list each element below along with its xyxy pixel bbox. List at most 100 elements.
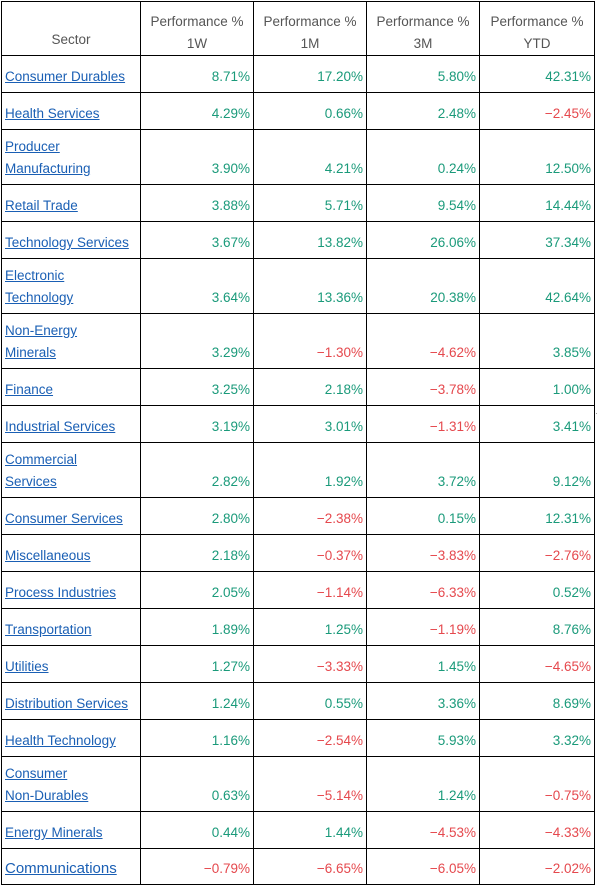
perf-1w-cell: 3.25% (140, 368, 254, 406)
sector-cell: Technology Services (1, 221, 141, 259)
table-row: Health Services 4.29% 0.66% 2.48% −2.45% (1, 92, 595, 130)
sector-cell: Non-Energy Minerals (1, 313, 141, 369)
table-body: Consumer Durables 8.71% 17.20% 5.80% 42.31% H… (1, 55, 595, 885)
sector-cell: Health Technology (1, 719, 141, 757)
sector-link[interactable]: Producer (5, 139, 60, 154)
sector-link[interactable]: Technology Services (5, 235, 129, 250)
perf-ytd-cell: −4.65% (479, 645, 595, 683)
sector-link[interactable]: Health Services (5, 106, 100, 121)
sector-link[interactable]: Communications (5, 860, 117, 877)
sector-link[interactable]: Commercial (5, 452, 78, 467)
header-perf-1w-title: Performance % (150, 14, 244, 29)
perf-ytd-cell: 12.31% (479, 497, 595, 535)
sector-cell: Consumer Non-Durables (1, 756, 141, 812)
perf-1w-cell: 1.89% (140, 608, 254, 646)
perf-1m-cell: 13.36% (253, 258, 367, 314)
table-row: Communications −0.79% −6.65% −6.05% −2.02% (1, 848, 595, 885)
table-row: Transportation 1.89% 1.25% −1.19% 8.76% (1, 608, 595, 646)
sector-cell: Utilities (1, 645, 141, 683)
perf-1m-cell: 1.92% (253, 442, 367, 498)
sector-link[interactable]: Non-Energy (5, 323, 78, 338)
header-perf-3m: Performance % 3M (366, 1, 480, 56)
perf-1w-cell: 3.19% (140, 405, 254, 443)
sector-link[interactable]: Health Technology (5, 733, 116, 748)
sector-cell: Transportation (1, 608, 141, 646)
sector-link[interactable]: Process Industries (5, 585, 117, 600)
perf-3m-cell: 9.54% (366, 184, 480, 222)
perf-1m-cell: −1.30% (253, 313, 367, 369)
table-row: Consumer Non-Durables 0.63% −5.14% 1.24% −0.7… (1, 756, 595, 812)
sector-link[interactable]: Miscellaneous (5, 548, 91, 563)
sector-link[interactable]: Consumer Services (5, 511, 123, 526)
header-perf-ytd: Performance % YTD (479, 1, 595, 56)
header-perf-1w: Performance % 1W (140, 1, 254, 56)
sector-link[interactable]: Transportation (5, 622, 92, 637)
perf-1w-cell: 2.80% (140, 497, 254, 535)
perf-1m-cell: −3.33% (253, 645, 367, 683)
perf-3m-cell: 2.48% (366, 92, 480, 130)
sector-link[interactable]: Non-Durables (5, 788, 89, 803)
perf-1w-cell: 3.67% (140, 221, 254, 259)
perf-3m-cell: −6.33% (366, 571, 480, 609)
table-row: Industrial Services 3.19% 3.01% −1.31% 3.41% (1, 405, 595, 443)
perf-1m-cell: −2.38% (253, 497, 367, 535)
header-perf-ytd-period: YTD (523, 36, 551, 51)
table-row: Finance 3.25% 2.18% −3.78% 1.00% (1, 368, 595, 406)
sector-cell: Consumer Services (1, 497, 141, 535)
sector-link[interactable]: Technology (5, 290, 74, 305)
sector-cell: Finance (1, 368, 141, 406)
table-row: Miscellaneous 2.18% −0.37% −3.83% −2.76% (1, 534, 595, 572)
perf-1m-cell: 4.21% (253, 129, 367, 185)
sector-cell: Distribution Services (1, 682, 141, 720)
header-perf-1m-period: 1M (300, 36, 320, 51)
perf-1w-cell: −0.79% (140, 848, 254, 885)
perf-1m-cell: −1.14% (253, 571, 367, 609)
sector-link[interactable]: Retail Trade (5, 198, 78, 213)
table-row: Producer Manufacturing 3.90% 4.21% 0.24% 12.5… (1, 129, 595, 185)
perf-ytd-cell: 14.44% (479, 184, 595, 222)
perf-1m-cell: 2.18% (253, 368, 367, 406)
perf-ytd-cell: −2.45% (479, 92, 595, 130)
sector-cell: Communications (1, 848, 141, 885)
perf-1m-cell: 17.20% (253, 55, 367, 93)
perf-ytd-cell: 3.85% (479, 313, 595, 369)
table-row: Electronic Technology 3.64% 13.36% 20.38% 42.… (1, 258, 595, 314)
table-row: Utilities 1.27% −3.33% 1.45% −4.65% (1, 645, 595, 683)
perf-3m-cell: −1.31% (366, 405, 480, 443)
table-row: Consumer Durables 8.71% 17.20% 5.80% 42.31% (1, 55, 595, 93)
sector-link[interactable]: Finance (5, 382, 54, 397)
sector-link[interactable]: Energy Minerals (5, 825, 103, 840)
sector-link[interactable]: Industrial Services (5, 419, 116, 434)
perf-ytd-cell: −0.75% (479, 756, 595, 812)
sector-link[interactable]: Manufacturing (5, 161, 91, 176)
perf-1w-cell: 3.90% (140, 129, 254, 185)
perf-3m-cell: 1.24% (366, 756, 480, 812)
header-perf-1m: Performance % 1M (253, 1, 367, 56)
sector-cell: Energy Minerals (1, 811, 141, 849)
sector-link[interactable]: Consumer (5, 766, 68, 781)
sector-link[interactable]: Distribution Services (5, 696, 129, 711)
perf-3m-cell: −1.19% (366, 608, 480, 646)
table-row: Process Industries 2.05% −1.14% −6.33% 0.52% (1, 571, 595, 609)
perf-1m-cell: −5.14% (253, 756, 367, 812)
sector-cell: Electronic Technology (1, 258, 141, 314)
sector-link[interactable]: Minerals (5, 345, 57, 360)
perf-3m-cell: 0.24% (366, 129, 480, 185)
perf-1w-cell: 3.64% (140, 258, 254, 314)
sector-link[interactable]: Electronic (5, 268, 65, 283)
stray-dot (596, 413, 597, 414)
sector-cell: Producer Manufacturing (1, 129, 141, 185)
perf-ytd-cell: 8.76% (479, 608, 595, 646)
perf-ytd-cell: 1.00% (479, 368, 595, 406)
sector-link[interactable]: Services (5, 474, 57, 489)
header-sector: Sector (1, 1, 141, 56)
perf-1m-cell: 3.01% (253, 405, 367, 443)
perf-3m-cell: −3.83% (366, 534, 480, 572)
sector-link[interactable]: Utilities (5, 659, 49, 674)
sector-cell: Commercial Services (1, 442, 141, 498)
sector-link[interactable]: Consumer Durables (5, 69, 126, 84)
perf-1w-cell: 0.44% (140, 811, 254, 849)
perf-ytd-cell: −2.02% (479, 848, 595, 885)
sector-cell: Process Industries (1, 571, 141, 609)
perf-3m-cell: 5.80% (366, 55, 480, 93)
